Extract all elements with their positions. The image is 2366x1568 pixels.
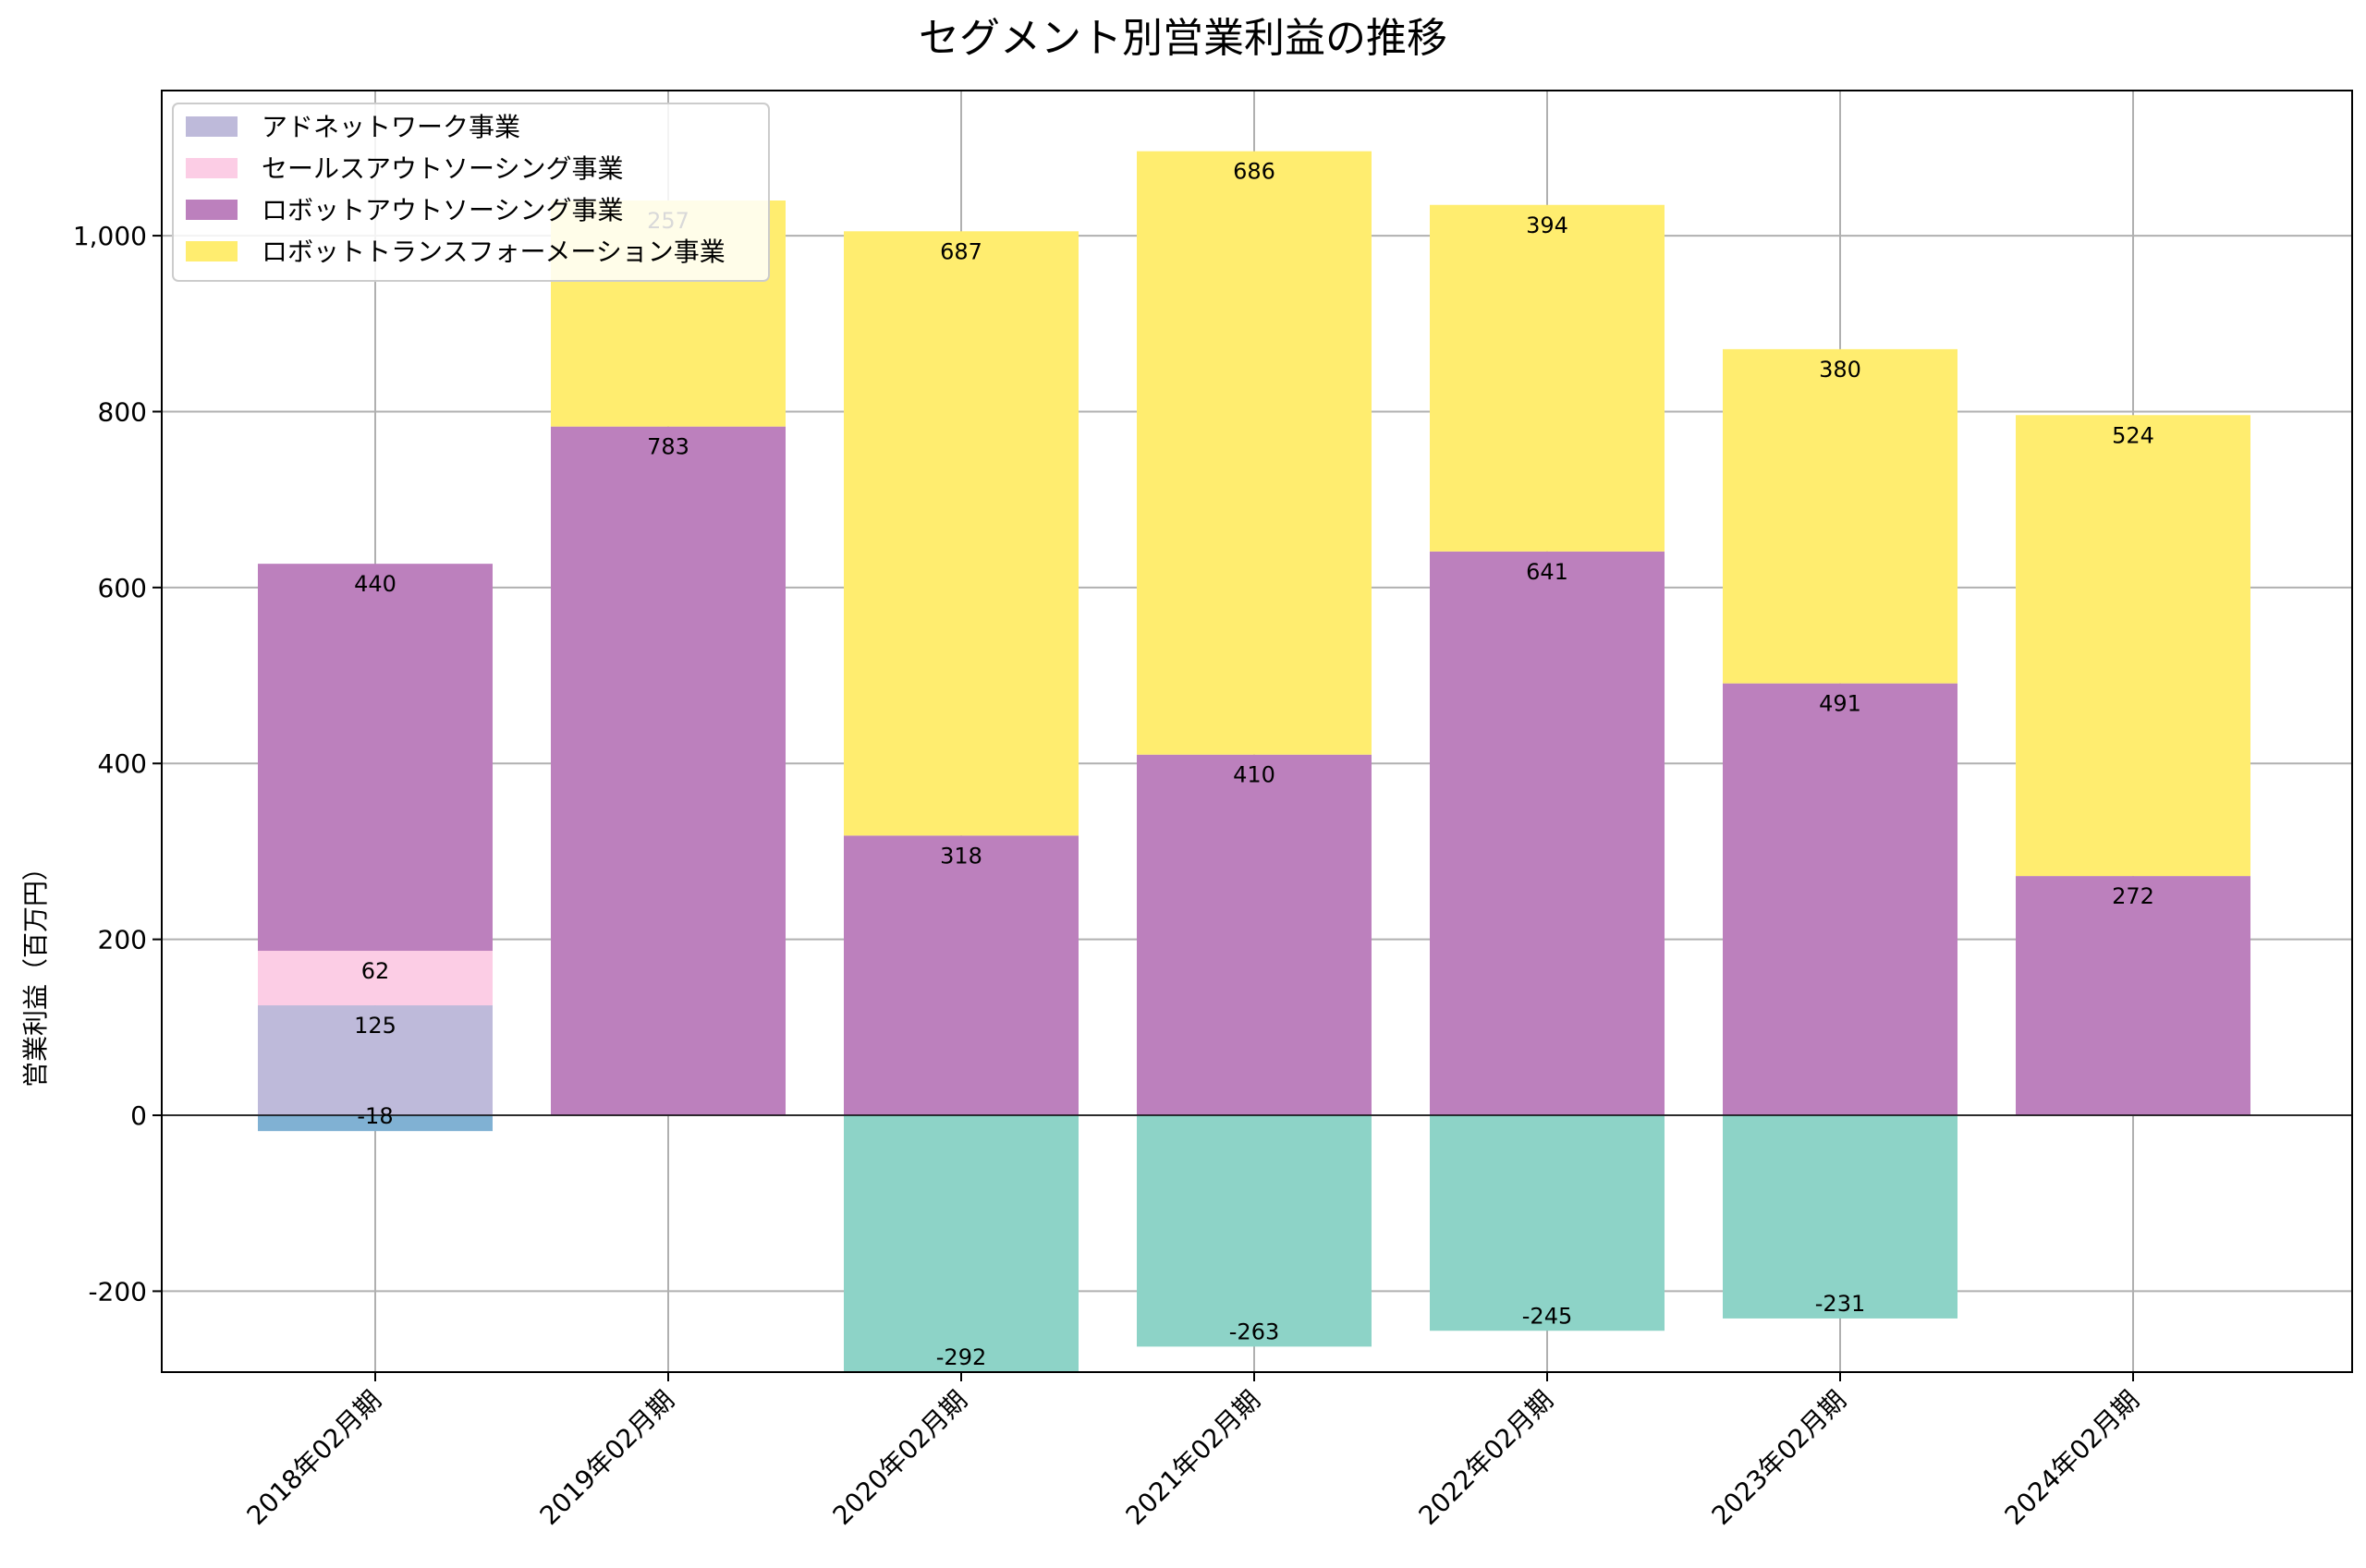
bar-value-label: 491 [1819,691,1861,717]
bars [258,151,2250,1372]
bar [1430,204,1665,552]
y-tick-label: 800 [98,396,147,427]
bar-value-label: 783 [647,434,689,460]
y-tick-label: -200 [88,1276,147,1307]
bar-value-label: 641 [1526,559,1568,585]
plot-frame [161,90,2353,1373]
x-tick-label: 2021年02月期 [1120,1385,1266,1531]
bar-value-label: -18 [357,1103,393,1129]
y-tick-label: 600 [98,573,147,603]
bar [2016,876,2250,1116]
y-tick-label: 1,000 [73,221,147,251]
legend-box [172,103,770,282]
bar [551,426,786,1116]
x-tick-label: 2019年02月期 [534,1385,680,1531]
legend-swatch [186,116,238,137]
bar-value-label: 62 [361,958,390,984]
bar [844,835,1079,1116]
bar [844,231,1079,836]
x-tick-label: 2023年02月期 [1706,1385,1852,1531]
bar [2016,415,2250,877]
bar [258,1115,493,1132]
bar [258,564,493,952]
bar [1137,151,1372,755]
bar [1723,348,1957,684]
bar-value-label: -231 [1815,1291,1865,1317]
bar [1137,754,1372,1116]
bar [258,951,493,1006]
legend-label: セールスアウトソーシング事業 [262,153,623,184]
y-tick-label: 400 [98,748,147,779]
y-axis-label: 営業利益（百万円） [20,855,51,1088]
bar [844,1115,1079,1372]
bar-value-label: 380 [1819,357,1861,383]
chart-title: セグメント別営業利益の推移 [919,15,1447,62]
x-tick-label: 2018年02月期 [241,1385,387,1531]
legend-label: ロボットアウトソーシング事業 [262,195,623,225]
legend-swatch [186,158,238,178]
legend-swatch [186,200,238,220]
bar [258,1005,493,1116]
bar-value-label: 524 [2112,422,2154,448]
y-tick-label: 200 [98,925,147,955]
x-tick-label: 2024年02月期 [1999,1385,2145,1531]
y-tick-label: 0 [130,1100,147,1131]
bar [1430,551,1665,1116]
legend-label: ロボットトランスフォーメーション事業 [262,237,726,267]
bar-value-label: 318 [940,843,982,869]
bar-value-label: 410 [1233,762,1275,788]
bar-value-label: 394 [1526,213,1568,238]
legend-swatch [186,241,238,261]
legend: アドネットワーク事業セールスアウトソーシング事業ロボットアウトソーシング事業ロボ… [172,103,770,282]
bar-value-label: -292 [936,1344,986,1370]
x-tick-label: 2020年02月期 [827,1385,973,1531]
bar [1723,683,1957,1116]
bar-value-label: 686 [1233,159,1275,185]
bar-value-label: 440 [354,571,396,597]
bar-value-label: 687 [940,238,982,264]
bar-value-label: -263 [1229,1319,1279,1344]
bar-value-label: -245 [1522,1303,1572,1329]
bar [1430,1115,1665,1331]
x-tick-label: 2022年02月期 [1413,1385,1559,1531]
bar [1723,1115,1957,1319]
bar-value-label: 125 [354,1013,396,1039]
bar [1137,1115,1372,1347]
data-labels: -1812562440783257-292318687-263410686-24… [354,159,2154,1370]
legend-label: アドネットワーク事業 [262,112,520,142]
bar-value-label: 272 [2112,883,2154,909]
